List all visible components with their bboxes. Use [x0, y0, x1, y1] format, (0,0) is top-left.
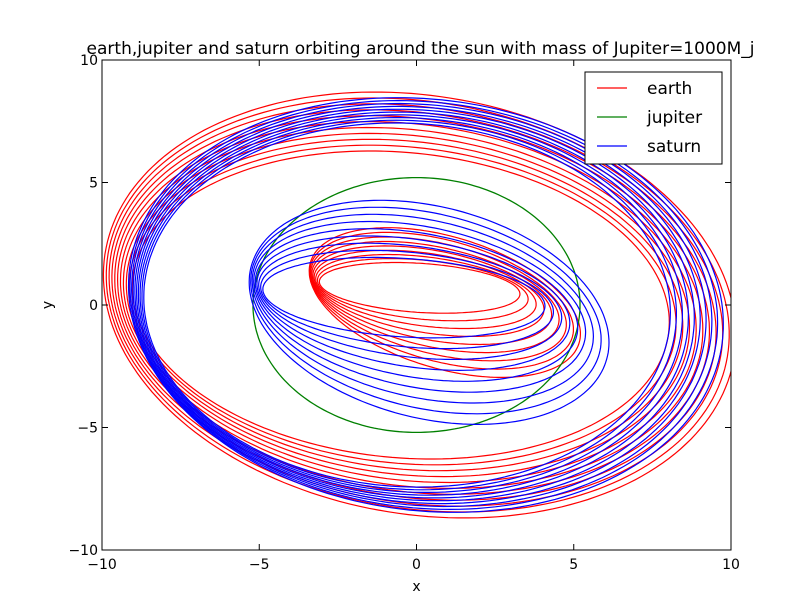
- legend[interactable]: earth jupiter saturn: [584, 71, 723, 165]
- saturn-orbit-loop: [141, 119, 677, 491]
- y-tick-label: 5: [89, 176, 98, 192]
- saturn-orbit-loop: [137, 114, 690, 496]
- earth-orbit-loop: [316, 258, 529, 322]
- x-tick-label: 10: [722, 557, 740, 573]
- x-axis-label: x: [412, 579, 420, 595]
- saturn-orbit-loop: [251, 213, 595, 404]
- earth-orbit-loop: [102, 91, 731, 519]
- earth-orbit-loop: [312, 245, 553, 346]
- saturn-orbit-loop: [132, 105, 707, 505]
- earth-orbit-loop: [111, 109, 717, 501]
- legend-label-earth: earth: [647, 79, 692, 99]
- legend-label-jupiter: jupiter: [646, 108, 702, 128]
- y-tick-label: 0: [89, 298, 98, 314]
- earth-orbit-loop: [114, 115, 710, 495]
- legend-box: [584, 71, 723, 165]
- x-tick-label: 5: [569, 557, 578, 573]
- earth-orbit-loop: [122, 132, 691, 478]
- legend-label-saturn: saturn: [647, 137, 701, 157]
- y-tick-label: −5: [77, 421, 98, 437]
- earth-orbit-loop: [318, 261, 521, 314]
- y-axis-label: y: [40, 301, 56, 309]
- x-tick-label: −10: [87, 557, 117, 573]
- saturn-orbit-loop: [256, 235, 571, 372]
- x-tick-label: −5: [249, 557, 270, 573]
- saturn-orbit-loop: [258, 242, 563, 360]
- earth-orbit-loop: [119, 126, 697, 484]
- saturn-orbit-loop: [130, 102, 713, 508]
- axis-ticks: −10 −5 0 5 10 −10 −5 0 5 10: [68, 53, 739, 573]
- earth-orbit-loop: [313, 249, 545, 337]
- plot-series: [102, 91, 731, 519]
- x-tick-label: 0: [412, 557, 421, 573]
- saturn-orbit-loop: [127, 97, 724, 513]
- saturn-orbit-loop: [143, 122, 672, 488]
- saturn-orbit-loop: [250, 206, 602, 415]
- y-tick-label: −10: [68, 543, 98, 559]
- saturn-orbit-loop: [254, 228, 579, 382]
- earth-orbit-loop: [125, 138, 684, 472]
- saturn-orbit-loop: [260, 249, 554, 350]
- saturn-orbit-loop: [129, 99, 719, 511]
- chart-title: earth,jupiter and saturn orbiting around…: [87, 39, 755, 59]
- earth-orbit-loop: [310, 236, 567, 362]
- series-saturn: [127, 97, 724, 513]
- saturn-orbit-loop: [253, 220, 587, 393]
- saturn-orbit-loop: [139, 117, 684, 493]
- earth-orbit-loop: [315, 253, 537, 330]
- saturn-orbit-loop: [135, 111, 695, 499]
- saturn-orbit-loop: [248, 199, 610, 425]
- y-tick-label: 10: [80, 53, 98, 69]
- saturn-orbit-loop: [262, 256, 546, 339]
- saturn-orbit-loop: [134, 108, 701, 502]
- earth-orbit-loop: [309, 231, 574, 370]
